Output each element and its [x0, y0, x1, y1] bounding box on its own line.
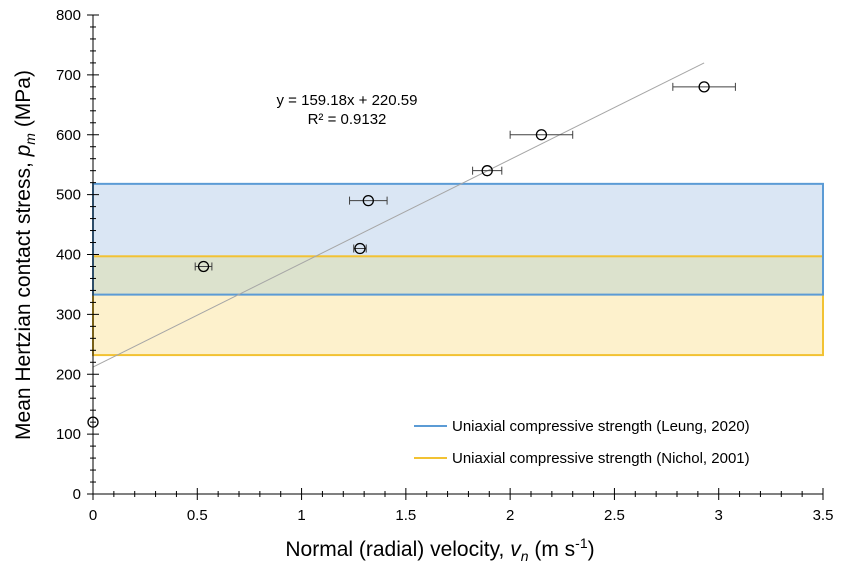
legend-label: Uniaxial compressive strength (Nichol, 2…: [452, 450, 750, 467]
data-point: [362, 194, 374, 207]
y-axis-title-sub: m: [22, 133, 38, 145]
x-axis-title-text: Normal (radial) velocity,: [285, 538, 510, 561]
data-point: [698, 81, 710, 93]
error-bar: [509, 130, 574, 139]
trend-equation: y = 159.18x + 220.59: [277, 92, 418, 109]
x-tick-label: 2: [506, 507, 514, 524]
x-axis-title-var: v: [510, 538, 522, 561]
data-point: [197, 260, 210, 273]
x-axis-title-sub: n: [521, 548, 529, 564]
x-axis-title-unit: (m s: [529, 538, 576, 561]
x-tick-label: 1.5: [395, 507, 416, 524]
x-tick-label: 0.5: [187, 507, 208, 524]
x-tick-label: 0: [89, 507, 97, 524]
y-tick-label: 800: [56, 7, 81, 24]
x-tick-label: 2.5: [604, 507, 625, 524]
y-axis-title-text: Mean Hertzian contact stress,: [12, 156, 35, 440]
data-point: [481, 165, 493, 177]
x-axis-title-close: ): [588, 538, 595, 561]
error-bar: [349, 196, 388, 205]
y-axis-title-unit: (MPa): [12, 70, 35, 133]
y-tick-label: 300: [56, 306, 81, 323]
y-tick-label: 200: [56, 366, 81, 383]
r-squared: R² = 0.9132: [308, 111, 387, 128]
error-bar: [472, 166, 503, 175]
x-tick-label: 1: [297, 507, 305, 524]
y-axis-title-var: p: [12, 145, 35, 158]
x-axis-title: Normal (radial) velocity, vn (m s-1): [285, 535, 594, 564]
y-tick-label: 100: [56, 426, 81, 443]
x-axis-title-sup: -1: [575, 535, 588, 551]
y-tick-label: 0: [73, 486, 81, 503]
data-point: [535, 129, 548, 141]
trendline: [92, 62, 705, 368]
band-overlap-fill: [93, 256, 823, 295]
data-point: [87, 416, 99, 428]
legend-label: Uniaxial compressive strength (Leung, 20…: [452, 418, 750, 435]
y-tick-label: 700: [56, 67, 81, 84]
x-tick-label: 3: [715, 507, 723, 524]
error-bar: [672, 82, 736, 91]
y-tick-label: 600: [56, 127, 81, 144]
y-tick-label: 400: [56, 247, 81, 264]
error-bar: [353, 244, 367, 253]
data-point: [354, 242, 366, 255]
x-tick-label: 3.5: [813, 507, 834, 524]
y-tick-label: 500: [56, 187, 81, 204]
y-axis-title: Mean Hertzian contact stress, pm (MPa): [12, 70, 38, 440]
